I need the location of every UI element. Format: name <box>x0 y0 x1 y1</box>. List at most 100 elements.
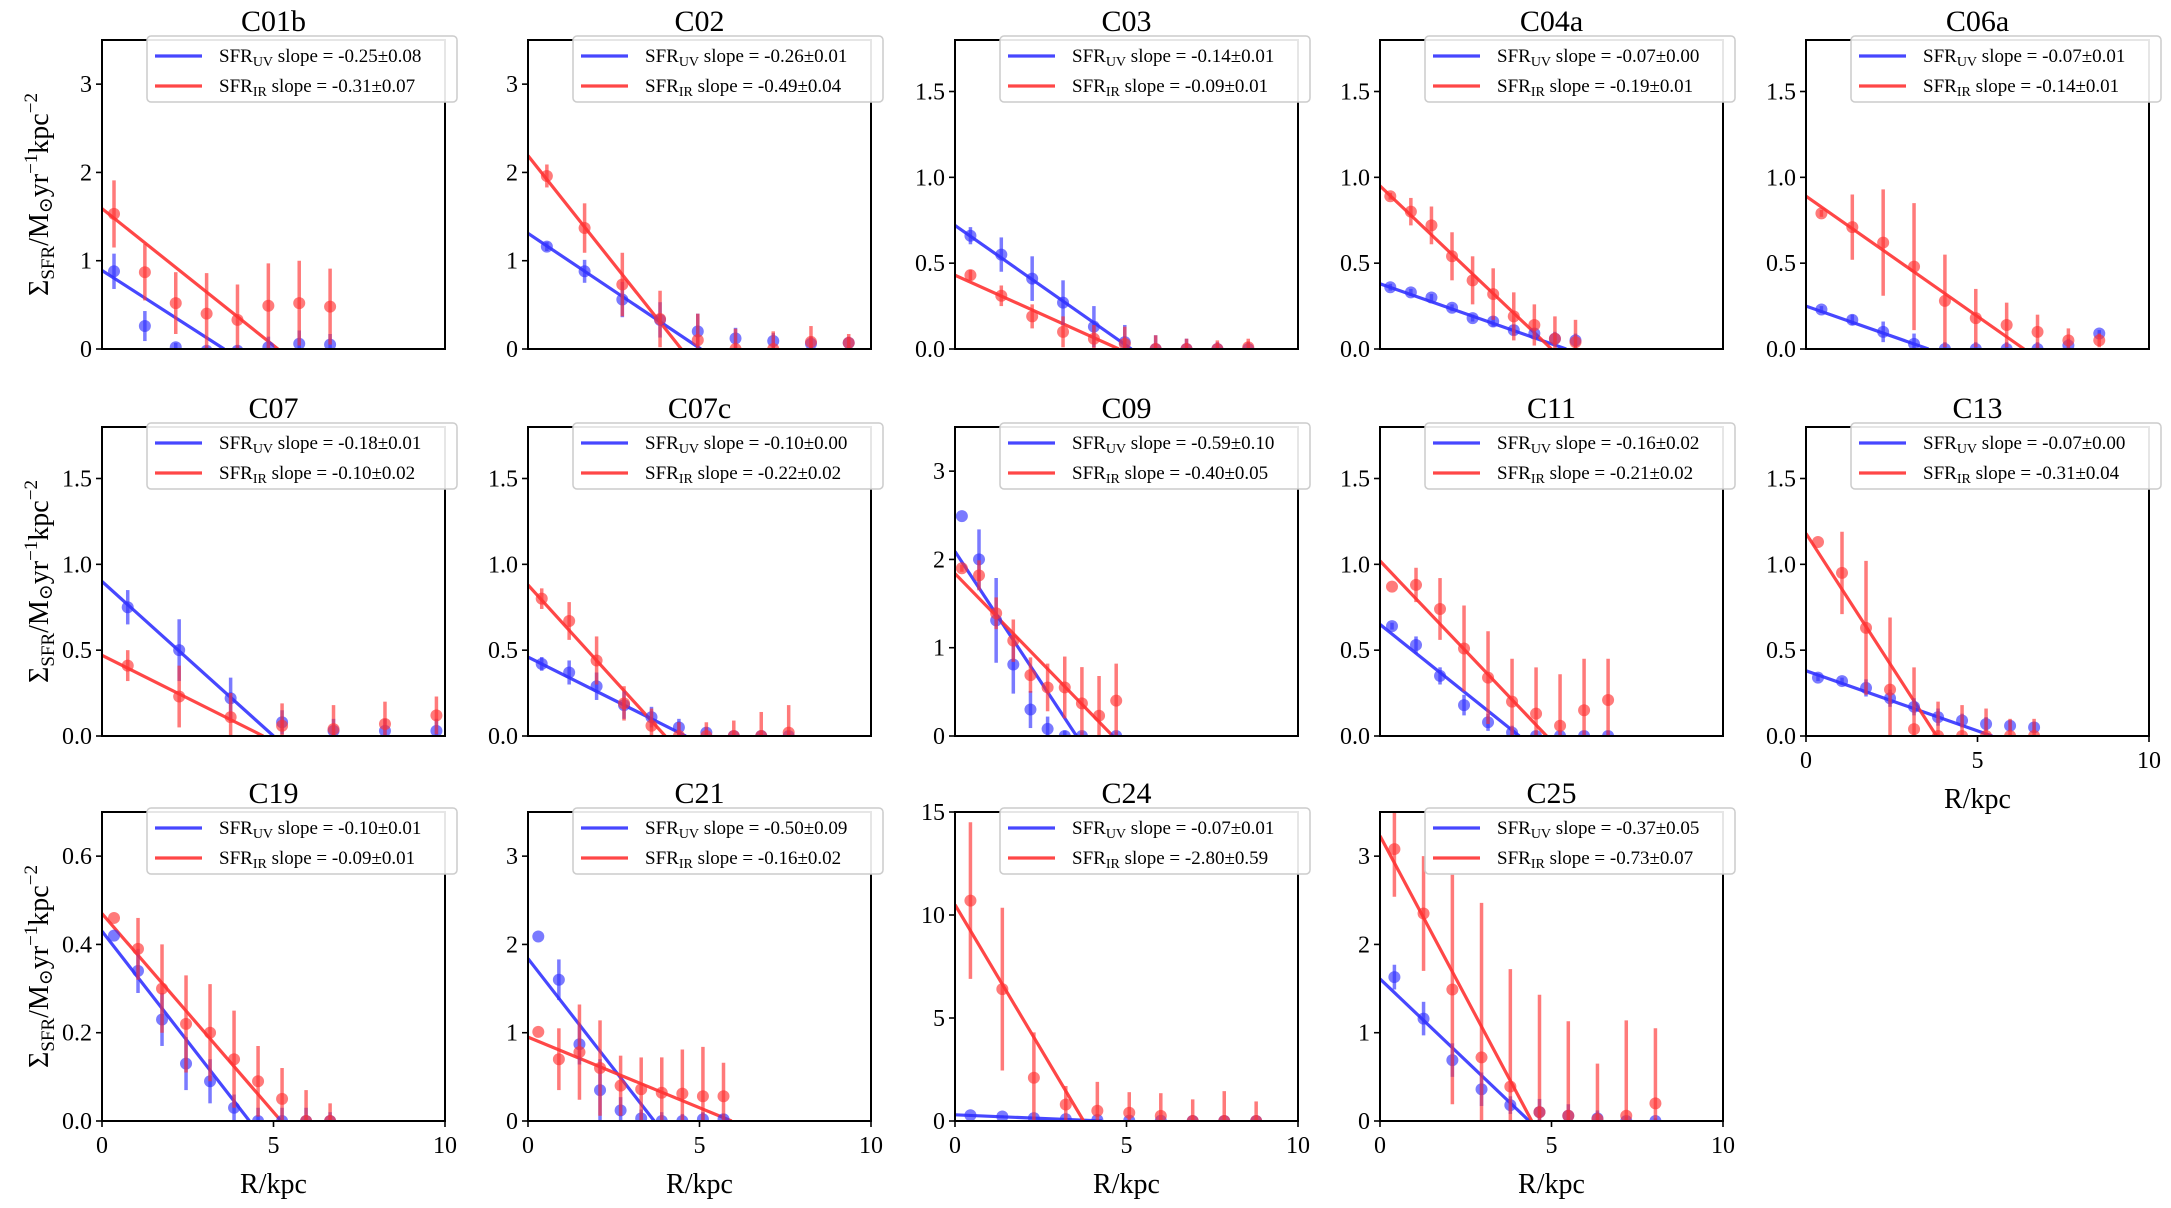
uv-fit-line <box>102 269 225 349</box>
legend-ir-label: SFRIR slope = -0.40±0.05 <box>1072 463 1268 487</box>
ir-data-point <box>590 654 603 667</box>
legend-uv-label: SFRUV slope = -0.10±0.01 <box>219 818 421 842</box>
ylabel-exp2: −2 <box>21 93 42 113</box>
y-axis-label: ΣSFR/M⊙yr−1kpc−2 <box>21 93 59 296</box>
ir-data-point <box>1027 1071 1040 1084</box>
legend-subscript: IR <box>1531 85 1546 100</box>
ir-data-point <box>1118 337 1131 349</box>
ir-data-point <box>180 1017 193 1030</box>
x-axis-label: R/kpc <box>1093 1169 1160 1200</box>
x-axis-label: R/kpc <box>666 1169 733 1200</box>
legend-ir-label: SFRIR slope = -0.19±0.01 <box>1497 76 1693 100</box>
ylabel-unit: /M <box>24 600 55 633</box>
y-tick-label: 0 <box>933 1109 945 1135</box>
ir-data-point <box>173 690 186 703</box>
legend-ir-label: SFRIR slope = -0.09±0.01 <box>1072 76 1268 100</box>
ir-data-point <box>1242 341 1255 349</box>
ir-data-point <box>228 1053 241 1066</box>
ir-data-point <box>635 1083 648 1096</box>
ylabel-sigma: Σ <box>24 280 55 296</box>
legend-prefix: SFR <box>1497 463 1531 484</box>
ylabel-exp2: −2 <box>21 480 42 500</box>
ylabel-exp1: −1 <box>21 154 42 174</box>
y-tick-label: 10 <box>921 903 945 929</box>
ir-data-point <box>842 336 855 349</box>
legend-prefix: SFR <box>219 46 253 67</box>
uv-data-point <box>1434 669 1447 682</box>
ir-data-point <box>973 569 986 582</box>
ir-data-point <box>1384 190 1397 203</box>
uv-data-point <box>535 657 548 670</box>
ir-data-point <box>200 307 213 320</box>
legend-slope: slope = -0.09±0.01 <box>1120 76 1268 97</box>
legend-uv-label: SFRUV slope = -0.50±0.09 <box>645 818 847 842</box>
ir-data-point <box>1087 332 1100 345</box>
panel-c07c: C07c 0.0 0.5 1.0 1.5 SFRUV slope = -0.10±0.00… <box>488 392 884 750</box>
x-axis-label: R/kpc <box>1518 1169 1585 1200</box>
ylabel-sub: SFR <box>38 1018 59 1052</box>
ir-data-point <box>1602 693 1615 706</box>
legend-prefix: SFR <box>645 848 679 869</box>
y-tick-label: 0.0 <box>1766 337 1796 363</box>
ylabel-unit: /M <box>24 985 55 1018</box>
ir-data-point <box>532 1025 545 1038</box>
ir-data-point <box>676 1087 689 1100</box>
legend-ir-label: SFRIR slope = -0.22±0.02 <box>645 463 841 487</box>
y-tick-label: 3 <box>933 459 945 485</box>
legend-slope: slope = -0.16±0.02 <box>693 848 841 869</box>
legend-ir-label: SFRIR slope = -0.16±0.02 <box>645 848 841 872</box>
legend-prefix: SFR <box>1923 463 1957 484</box>
plot-area <box>528 930 733 1121</box>
legend-box <box>146 35 458 103</box>
panel-title: C24 <box>1101 777 1151 810</box>
legend-slope: slope = -0.09±0.01 <box>267 848 415 869</box>
panel-c04a: C04a 0.0 0.5 1.0 1.5 SFRUV slope = -0.07±0.00… <box>1340 5 1736 363</box>
legend-box <box>146 422 458 490</box>
plot-area <box>102 580 443 736</box>
legend-prefix: SFR <box>645 463 679 484</box>
ir-data-point <box>1186 1115 1199 1121</box>
y-tick-label: 1.5 <box>915 80 945 106</box>
ir-data-point <box>804 335 817 348</box>
ir-data-point <box>2028 730 2041 736</box>
x-tick-label: 10 <box>859 1133 883 1159</box>
legend-slope: slope = -0.59±0.10 <box>1126 433 1274 454</box>
plot-area <box>1806 531 2041 736</box>
ir-data-point <box>552 1053 565 1066</box>
legend-slope: slope = -0.21±0.02 <box>1545 463 1693 484</box>
legend-prefix: SFR <box>1072 46 1106 67</box>
x-tick-label: 5 <box>1546 1133 1558 1159</box>
legend-slope: slope = -0.26±0.01 <box>699 46 847 67</box>
y-tick-label: 1.0 <box>488 552 518 578</box>
plot-area <box>528 154 855 349</box>
legend-prefix: SFR <box>219 818 253 839</box>
y-tick-label: 0.5 <box>62 638 92 664</box>
ylabel-kpc: kpc <box>24 500 55 540</box>
y-tick-label: 0.5 <box>1766 251 1796 277</box>
ir-data-point <box>2093 334 2106 347</box>
ir-fit-line <box>102 207 279 349</box>
legend-prefix: SFR <box>1497 46 1531 67</box>
ir-data-point <box>430 709 443 722</box>
x-tick-label: 10 <box>1286 1133 1310 1159</box>
legend-slope: slope = -0.37±0.05 <box>1551 818 1699 839</box>
ir-data-point <box>1093 709 1106 722</box>
legend-slope: slope = -0.07±0.01 <box>1126 818 1274 839</box>
y-tick-label: 2 <box>506 932 518 958</box>
legend-prefix: SFR <box>1072 433 1106 454</box>
uv-fit-line <box>1806 304 1930 349</box>
legend-prefix: SFR <box>645 76 679 97</box>
ir-data-point <box>1057 325 1070 338</box>
ir-data-point <box>1446 983 1459 996</box>
legend-subscript: UV <box>253 442 273 457</box>
ir-data-point <box>2004 730 2017 736</box>
ir-data-point <box>691 334 704 347</box>
uv-data-point <box>1458 699 1471 712</box>
